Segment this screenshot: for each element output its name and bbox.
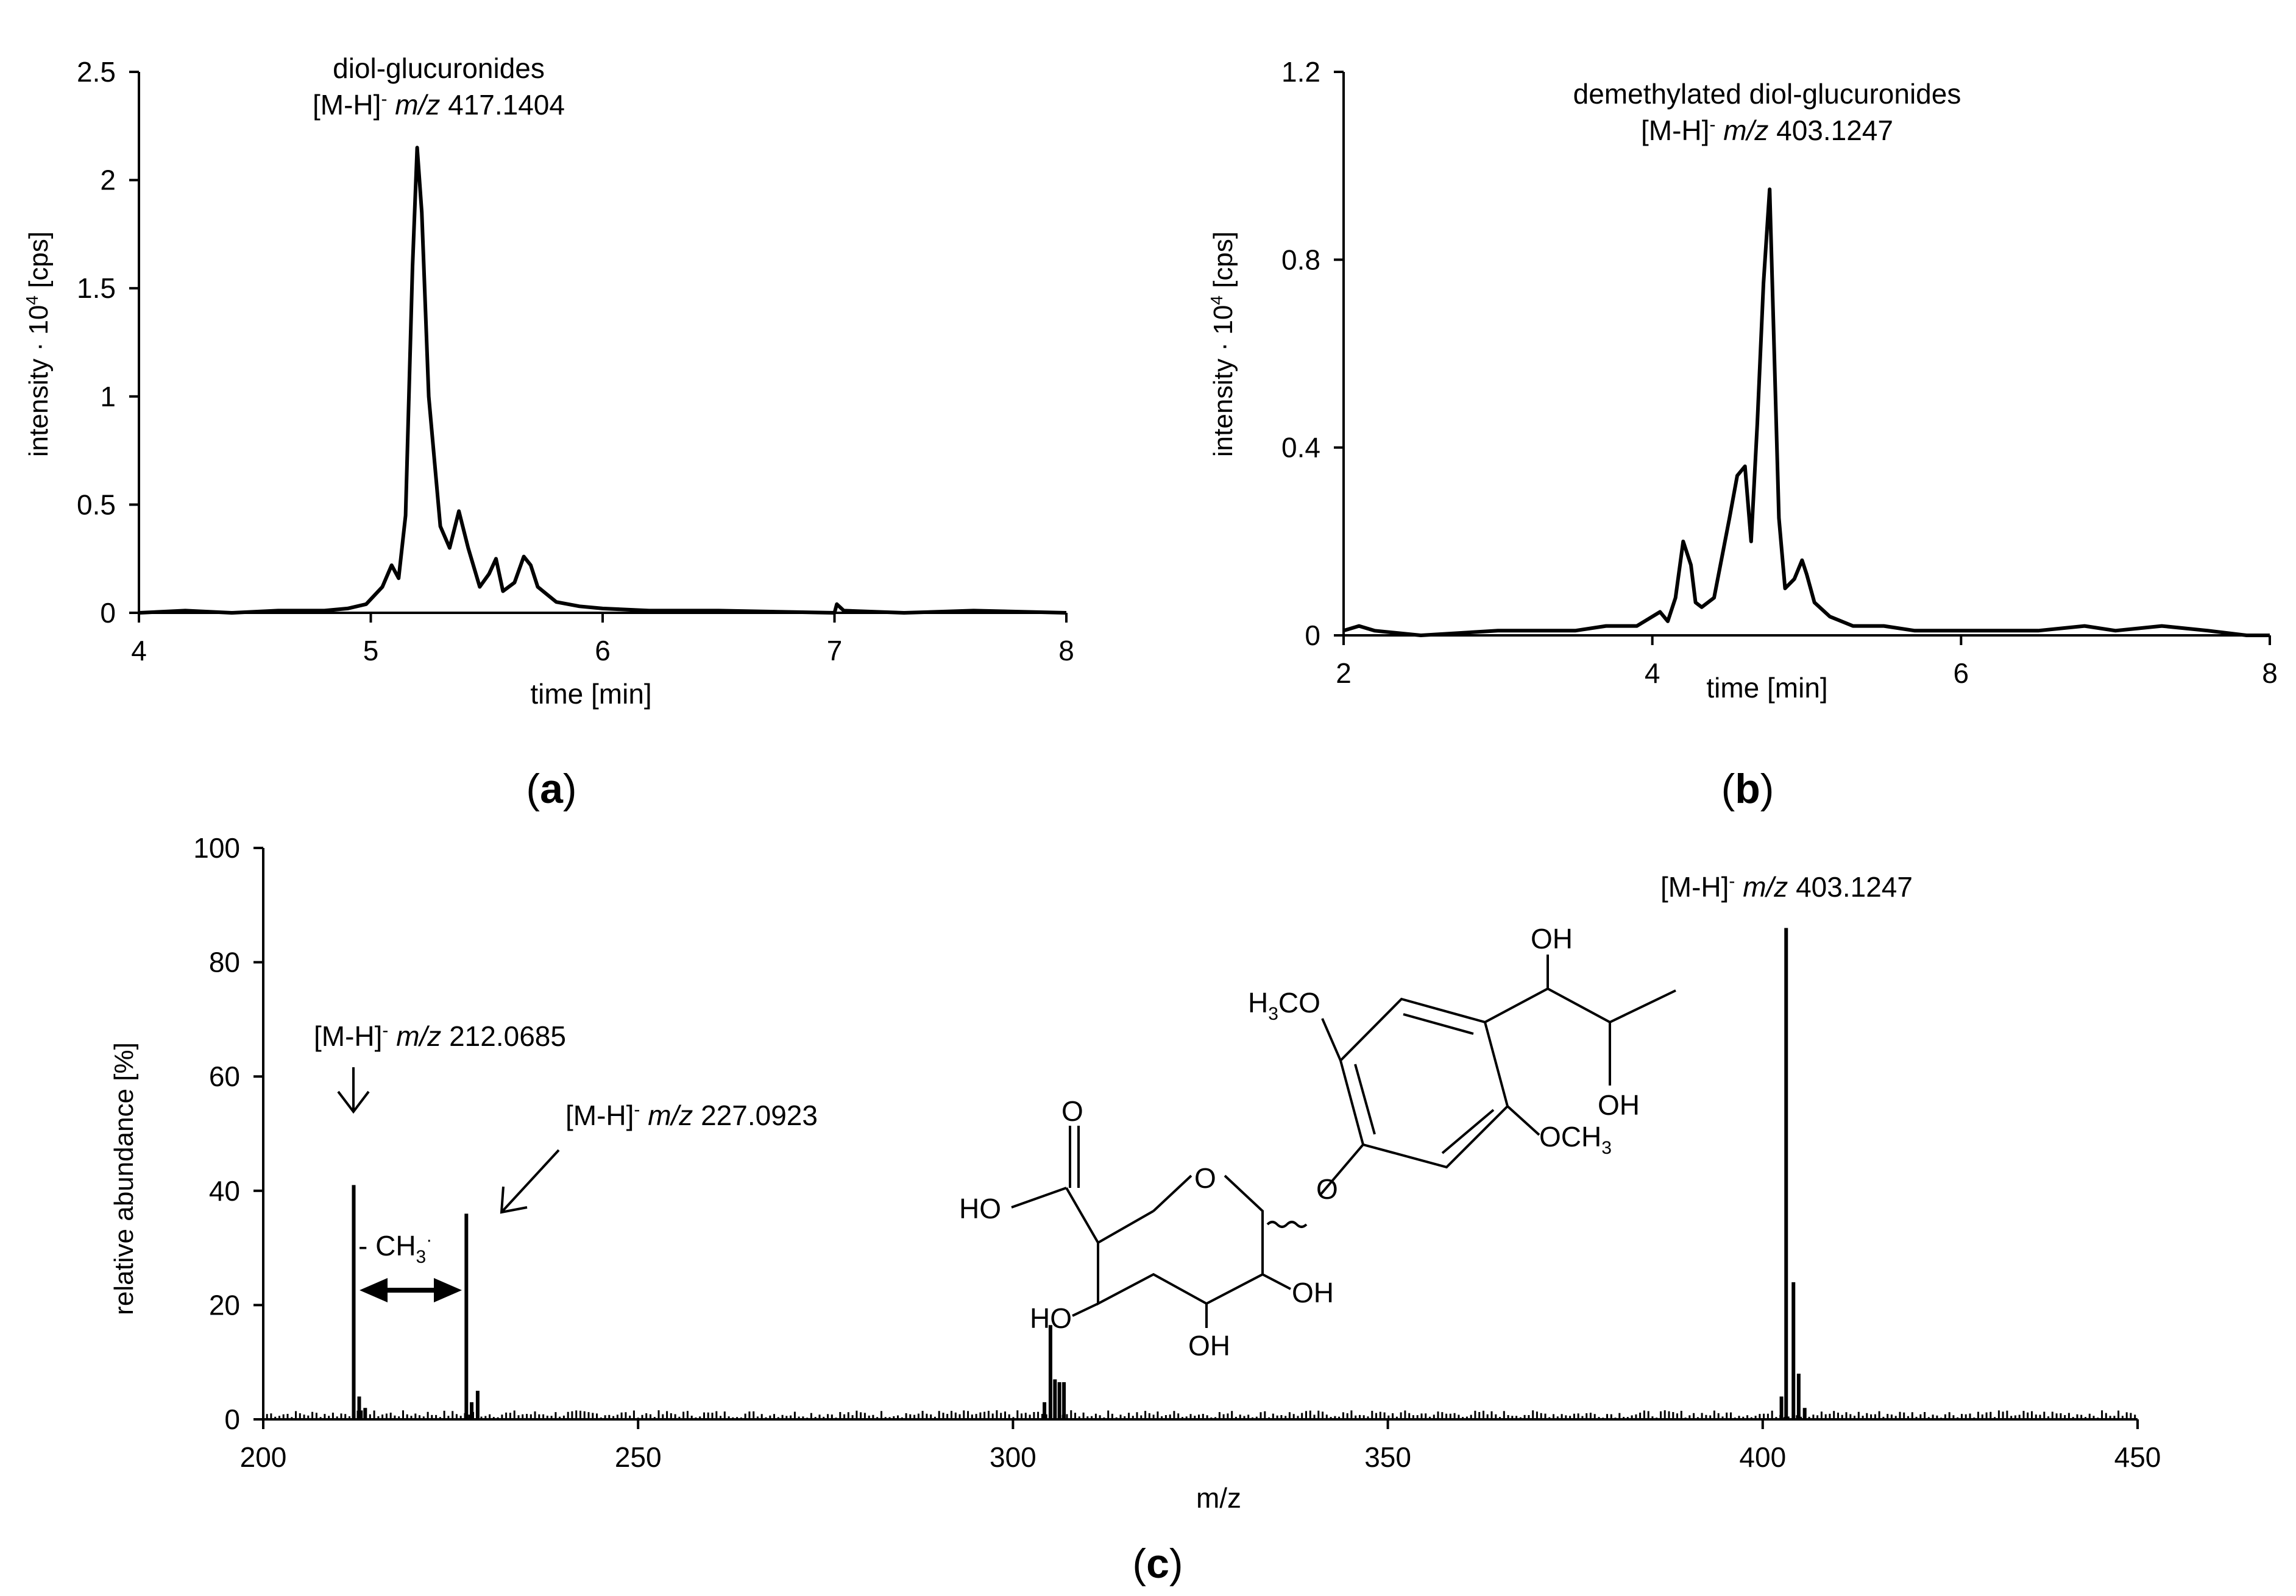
chemical-structure-labels: OH H3CO O HO O O OH OCH3 HO OH OH: [959, 923, 1640, 1361]
chemical-structure: [1011, 955, 1676, 1328]
chromatogram-b-ylabel: intensity · 104 [cps]: [1207, 231, 1238, 457]
structure-ether-bond: [1320, 1143, 1364, 1195]
arrow-down-mz-212: [337, 1067, 370, 1114]
mass-spectrum-xlabel: m/z: [1196, 1482, 1241, 1514]
structure-benzene-double-bonds: [1354, 1013, 1495, 1154]
panel-letter-c: (c): [1132, 1541, 1183, 1587]
chromatogram-a-y-tick-label: 0.5: [77, 489, 116, 520]
chromatogram-b-x-tick-label: 4: [1645, 657, 1660, 689]
methyl-loss-label: - CH3·: [358, 1230, 432, 1267]
mass-spectrum-peaks: [352, 928, 1807, 1419]
mass-spectrum-x-tick-label: 350: [1364, 1441, 1411, 1473]
mass-spectrum-y-tick-label: 40: [209, 1175, 240, 1207]
chromatogram-b-title: demethylated diol-glucuronides: [1573, 78, 1961, 110]
chromatogram-b-x-tick-label: 8: [2262, 657, 2278, 689]
chromatogram-a-x-tick-label: 7: [827, 635, 843, 666]
structure-carboxyl: [1011, 1126, 1099, 1244]
mass-spectrum-y-tick-label: 0: [224, 1404, 240, 1435]
structure-label-oh-ring-right: OH: [1292, 1277, 1334, 1308]
mass-spectrum-x-tick-label: 250: [615, 1441, 662, 1473]
panel-letter-b: (b): [1721, 766, 1774, 812]
chromatogram-b-ticks: 2 4 6 8 0 0.4 0.8 1.2: [1281, 56, 2278, 689]
chromatogram-b-trace: [1343, 187, 2270, 637]
structure-label-carbonyl-o: O: [1061, 1095, 1083, 1127]
chromatogram-b: 2 4 6 8 0 0.4 0.8 1.2 demethylated diol-glucuro…: [1207, 56, 2278, 704]
mass-spectrum-c: 200 250 300 350 400 450 0 20 40 60 80 100 m/z relat…: [109, 832, 2161, 1514]
chromatogram-a-axes: [138, 72, 1066, 614]
chromatogram-b-y-tick-label: 1.2: [1281, 56, 1320, 88]
mass-spectrum-y-tick-label: 100: [193, 832, 240, 864]
chromatogram-b-y-tick-label: 0: [1305, 620, 1320, 651]
structure-wavy-bond: [1266, 1221, 1308, 1228]
annotation-mz-227: [M-H]- m/z 227.0923: [565, 1100, 818, 1131]
chromatogram-b-axes: [1342, 72, 2270, 637]
structure-label-och3: OCH3: [1539, 1121, 1612, 1158]
structure-benzene-ring: [1339, 997, 1509, 1169]
structure-label-ho-ring: HO: [1030, 1302, 1072, 1334]
chromatogram-b-x-tick-label: 2: [1336, 657, 1352, 689]
structure-label-h3co: H3CO: [1248, 987, 1320, 1024]
methyl-loss-arrowhead-left: [360, 1278, 388, 1302]
structure-label-oh-ring-bottom: OH: [1188, 1330, 1230, 1361]
structure-pyranose-ring: [1097, 1174, 1264, 1306]
structure-side-chain: [1484, 955, 1676, 1086]
methyl-loss-arrowhead-right: [434, 1278, 462, 1302]
chromatogram-b-x-tick-label: 6: [1954, 657, 1969, 689]
structure-label-ether-o: O: [1316, 1173, 1338, 1205]
chromatogram-a-y-tick-label: 2.5: [77, 56, 116, 88]
annotation-mz-403: [M-H]- m/z 403.1247: [1660, 871, 1913, 903]
chromatogram-a-ion-label: [M-H]- m/z 417.1404: [313, 89, 565, 121]
structure-ring-hydroxyl-bonds: [1072, 1273, 1291, 1328]
mass-spectrum-ylabel: relative abundance [%]: [109, 1042, 139, 1315]
structure-label-ring-o: O: [1194, 1162, 1216, 1194]
chromatogram-b-xlabel: time [min]: [1706, 672, 1827, 704]
mass-spectrum-x-tick-label: 450: [2114, 1441, 2161, 1473]
structure-label-oh-top: OH: [1531, 923, 1573, 955]
structure-methoxy-bond-bottom: [1506, 1105, 1540, 1136]
chromatogram-a-title: diol-glucuronides: [333, 52, 545, 84]
annotation-mz-212: [M-H]- m/z 212.0685: [314, 1020, 566, 1052]
chromatogram-a-x-tick-label: 6: [595, 635, 611, 666]
structure-label-ho-acid: HO: [959, 1193, 1001, 1224]
structure-methoxy-bond-top: [1321, 1018, 1342, 1061]
chromatogram-a-trace: [138, 146, 1067, 615]
mass-spectrum-y-tick-label: 20: [209, 1289, 240, 1321]
chromatogram-a-x-tick-label: 5: [363, 635, 379, 666]
chromatogram-a-y-tick-label: 1: [100, 381, 116, 412]
chromatogram-a-x-tick-label: 4: [131, 635, 147, 666]
chromatogram-a-y-tick-label: 0: [100, 597, 116, 629]
mass-spectrum-ticks: 200 250 300 350 400 450 0 20 40 60 80 100: [193, 832, 2161, 1473]
mass-spectrum-x-tick-label: 200: [240, 1441, 287, 1473]
panel-letter-a: (a): [526, 766, 576, 812]
mass-spectrum-y-tick-label: 60: [209, 1061, 240, 1092]
mass-spectrum-baseline-noise: [266, 1410, 2136, 1419]
chromatogram-a: 4 5 6 7 8 0 0.5 1 1.5 2 2.5 diol-glucuronides [M-H…: [23, 52, 1074, 710]
chromatogram-b-ion-label: [M-H]- m/z 403.1247: [1641, 115, 1893, 146]
mass-spectrum-x-tick-label: 400: [1739, 1441, 1786, 1473]
chromatogram-a-ticks: 4 5 6 7 8 0 0.5 1 1.5 2 2.5: [77, 56, 1074, 666]
chromatogram-b-y-tick-label: 0.8: [1281, 244, 1320, 275]
mass-spectrum-noise-path: [266, 1410, 2136, 1419]
chromatogram-a-ylabel: intensity · 104 [cps]: [23, 231, 54, 457]
arrow-diagonal-mz-227: [500, 1149, 560, 1214]
chromatogram-b-y-tick-label: 0.4: [1281, 432, 1320, 464]
chromatogram-a-y-tick-label: 2: [100, 164, 116, 196]
structure-label-oh-side: OH: [1598, 1089, 1640, 1121]
mass-spectrum-y-tick-label: 80: [209, 947, 240, 978]
chromatogram-a-y-tick-label: 1.5: [77, 272, 116, 304]
mass-spectrum-x-tick-label: 300: [990, 1441, 1036, 1473]
chromatogram-a-x-tick-label: 8: [1058, 635, 1074, 666]
chromatogram-a-xlabel: time [min]: [530, 678, 651, 710]
